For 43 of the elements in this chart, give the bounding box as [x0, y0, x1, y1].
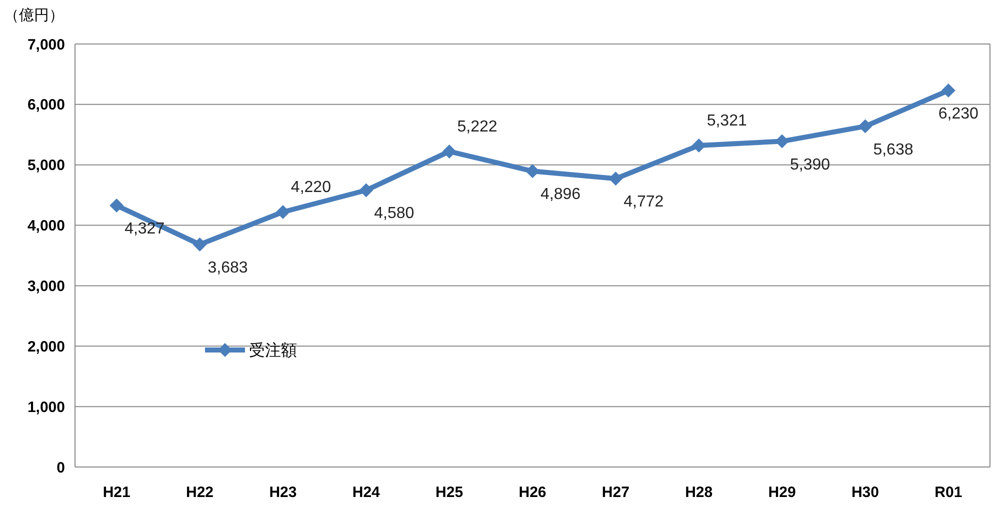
y-tick-label: 5,000: [27, 157, 65, 174]
point: [941, 84, 956, 98]
point: [442, 144, 456, 158]
x-tick-label: H23: [269, 484, 297, 501]
data-label: 3,683: [208, 259, 248, 276]
data-label: 6,230: [938, 106, 979, 123]
x-tick-label: H21: [102, 484, 130, 501]
data-label: 4,772: [624, 194, 664, 211]
y-tick-label: 7,000: [27, 36, 65, 54]
point: [692, 138, 706, 152]
data-label: 5,390: [790, 156, 830, 174]
x-tick-label: H27: [602, 484, 630, 501]
x-tick-label: H26: [518, 484, 546, 501]
point: [276, 204, 290, 219]
data-label: 5,222: [457, 118, 498, 136]
x-tick-label: R01: [934, 484, 962, 501]
point: [359, 183, 374, 198]
x-tick-label: H28: [685, 484, 713, 501]
data-label: 4,580: [374, 205, 414, 222]
y-tick-label: 4,000: [27, 218, 65, 235]
y-tick-label: 3,000: [27, 278, 65, 295]
x-tick-label: H25: [436, 484, 464, 501]
data-label: 4,896: [540, 186, 581, 204]
x-tick-label: H22: [186, 484, 214, 501]
x-tick-label: H29: [768, 484, 796, 501]
y-tick-label: 6,000: [27, 96, 65, 114]
y-tick-label: 1,000: [27, 398, 65, 416]
x-tick-label: H24: [352, 484, 381, 501]
point: [775, 134, 790, 148]
data-label: 5,321: [706, 112, 747, 130]
x-tick-label: H30: [851, 484, 879, 501]
point: [608, 172, 623, 186]
legend-label: 受注額: [249, 340, 297, 360]
y-axis-title: （億円）: [4, 7, 64, 24]
point: [526, 164, 540, 178]
y-tick-label: 0: [56, 459, 65, 476]
point: [858, 119, 872, 134]
data-label: 4,327: [124, 220, 165, 238]
y-tick-label: 2,000: [27, 338, 65, 356]
data-label: 4,220: [290, 178, 332, 196]
point: [192, 237, 207, 252]
data-label: 5,638: [873, 141, 914, 158]
point: [110, 198, 124, 213]
